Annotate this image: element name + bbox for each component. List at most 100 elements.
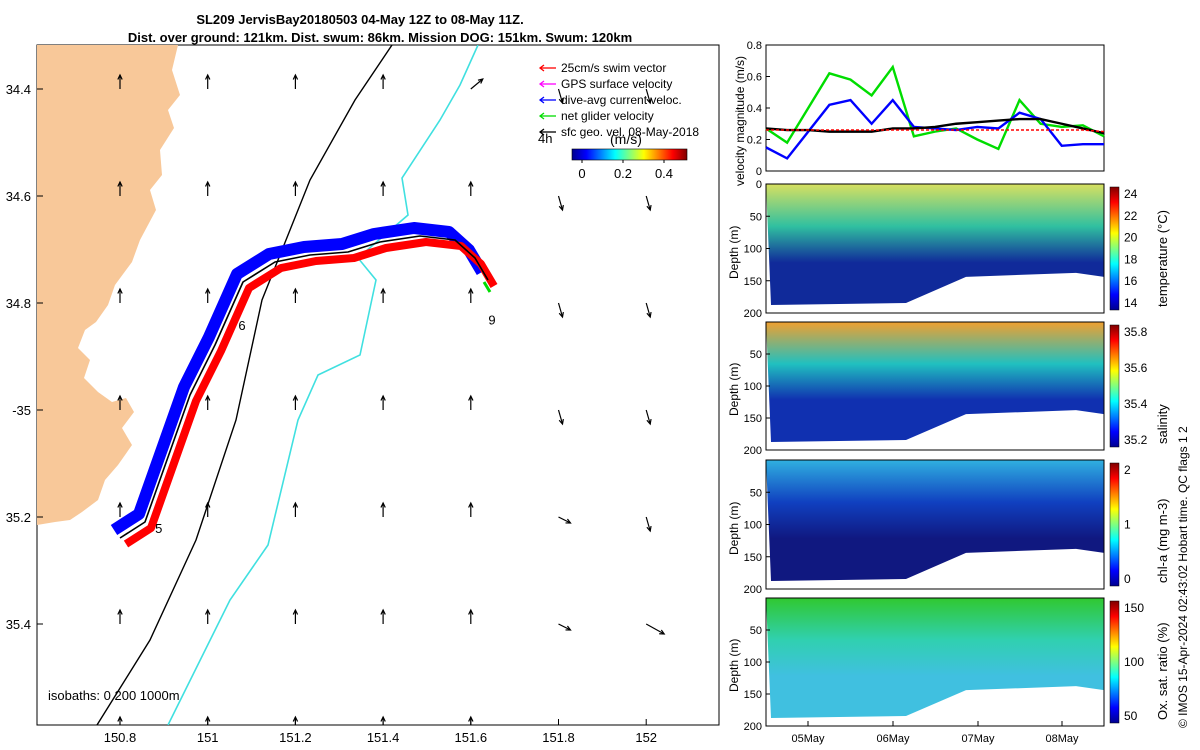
heatmap-field [766, 460, 1104, 581]
arrow-head [292, 73, 299, 80]
arrow-head [380, 608, 386, 615]
map-xtick-label: 151.8 [542, 730, 575, 745]
heatmap-colorbar-label: 100 [1124, 655, 1144, 669]
heatmap-ytick-label: 100 [744, 520, 762, 532]
sfc-velocity-arrow [204, 73, 211, 89]
arrow-head [204, 715, 211, 722]
arrow-head [468, 501, 474, 508]
heatmap-ytick-label: 100 [744, 244, 762, 256]
arrow-head [292, 394, 299, 401]
velocity-series-3 [766, 129, 1105, 133]
arrow-head [204, 180, 211, 187]
arrow-head [204, 287, 211, 294]
legend-swatch-head [538, 112, 545, 120]
map-colorbar [571, 148, 688, 161]
heatmap-colorbar-label: 35.2 [1124, 433, 1148, 447]
arrow-head [468, 287, 474, 294]
sfc-velocity-arrow [645, 516, 652, 533]
sfc-velocity-arrow [558, 623, 572, 631]
heatmap-colorbar-title: temperature (°C) [1155, 209, 1170, 307]
legend-label: GPS surface velocity [561, 77, 672, 91]
arrow-head [380, 394, 386, 401]
heatmap-ytick-label: 150 [744, 689, 762, 701]
legend-label: dive-avg current veloc. [561, 93, 682, 107]
arrow-head [646, 204, 652, 212]
sfc-velocity-arrow [645, 195, 652, 212]
arrow-head [117, 608, 123, 615]
day-label: 9 [488, 312, 495, 327]
map-ytick-label: 34.4 [6, 82, 31, 97]
arrow-head [380, 73, 386, 80]
isobath-1000m [167, 45, 479, 725]
heatmap-ytick-label: 200 [744, 721, 762, 733]
velocity-panel: 0 0.2 0.4 0.6 0.8 [747, 40, 1105, 178]
arrow-head [468, 715, 474, 722]
sfc-velocity-arrow [645, 623, 666, 635]
arrow-head [380, 287, 386, 294]
heatmap-ytick-label: 150 [744, 413, 762, 425]
arrow-head [117, 180, 123, 187]
heatmap-colorbar [1109, 186, 1120, 311]
heatmap-ytick-label: 100 [744, 381, 762, 393]
heatmap-colorbar-label: 0 [1124, 572, 1131, 586]
sfc-velocity-arrow [117, 394, 123, 410]
map-ytick-label: 35.2 [6, 510, 31, 525]
map-ytick-label: 35.4 [6, 617, 31, 632]
arrow-head [468, 180, 474, 187]
arrow-shaft [558, 516, 571, 524]
chart-title-line1: SL209 JervisBay20180503 04-May 12Z to 08… [196, 12, 524, 27]
arrow-shaft [470, 78, 484, 90]
arrow-head [565, 518, 572, 524]
arrow-shaft [645, 623, 665, 635]
map-xtick-label: 151.4 [367, 730, 400, 745]
arrow-shaft [645, 409, 651, 425]
heatmap-colorbar-label: 14 [1124, 296, 1138, 310]
legend-swatch-head [538, 80, 545, 88]
sfc-velocity-arrow [292, 501, 299, 517]
heatmap-colorbar [1109, 324, 1120, 448]
arrow-head [380, 501, 386, 508]
sfc-velocity-arrow [117, 73, 123, 89]
velocity-series-2 [765, 117, 1105, 135]
arrow-head [565, 625, 572, 631]
sfc-velocity-arrow [557, 88, 564, 105]
map-xtick-label: 151.2 [279, 730, 312, 745]
heatmap-ytick-label: 50 [750, 349, 762, 361]
heatmap-ytick-label: 150 [744, 276, 762, 288]
arrow-head [117, 501, 123, 508]
heatmap-ytick-label: 200 [744, 308, 762, 320]
heatmap-colorbar-label: 150 [1124, 601, 1144, 615]
heatmap-field [766, 598, 1104, 718]
sfc-velocity-arrow [468, 394, 474, 410]
sfc-velocity-arrow [557, 195, 564, 212]
sfc-velocity-arrow [645, 409, 652, 426]
sfc-velocity-arrow [468, 287, 474, 303]
sfc-velocity-arrow [380, 608, 386, 624]
arrow-head [468, 608, 474, 615]
heatmap-ytick-label: 50 [750, 487, 762, 499]
legend-swatch-head [538, 96, 545, 104]
heatmap-colorbar-label: 1 [1124, 518, 1131, 532]
glider-track [119, 235, 489, 539]
heatmap-ytick-label: 100 [744, 657, 762, 669]
sfc-velocity-arrow [557, 302, 564, 319]
velocity-ytick-label: 0 [756, 166, 762, 178]
heatmap-ytick-label: 200 [744, 445, 762, 457]
sfc-velocity-arrow [292, 287, 299, 303]
day-label: 6 [238, 318, 245, 333]
sfc-velocity-arrow [645, 302, 652, 319]
arrow-head [558, 418, 564, 426]
isobath-label: isobaths: 0 200 1000m [48, 688, 180, 703]
sfc-velocity-arrow [468, 608, 474, 624]
sfc-velocity-arrow [204, 180, 211, 196]
heatmap-colorbar-label: 22 [1124, 209, 1138, 223]
heatmap-panel-0: 0 50 100 150 200 14 16 18 20 22 24 [744, 179, 1138, 320]
sfc-velocity-arrow [380, 73, 386, 89]
heatmap-ytick-label: 150 [744, 552, 762, 564]
arrow-head [292, 180, 299, 187]
dive-avg-current-band [110, 222, 488, 536]
colorbar-tick-label: 0.2 [614, 166, 632, 181]
sfc-velocity-arrow [645, 88, 652, 105]
arrow-head [380, 180, 386, 187]
